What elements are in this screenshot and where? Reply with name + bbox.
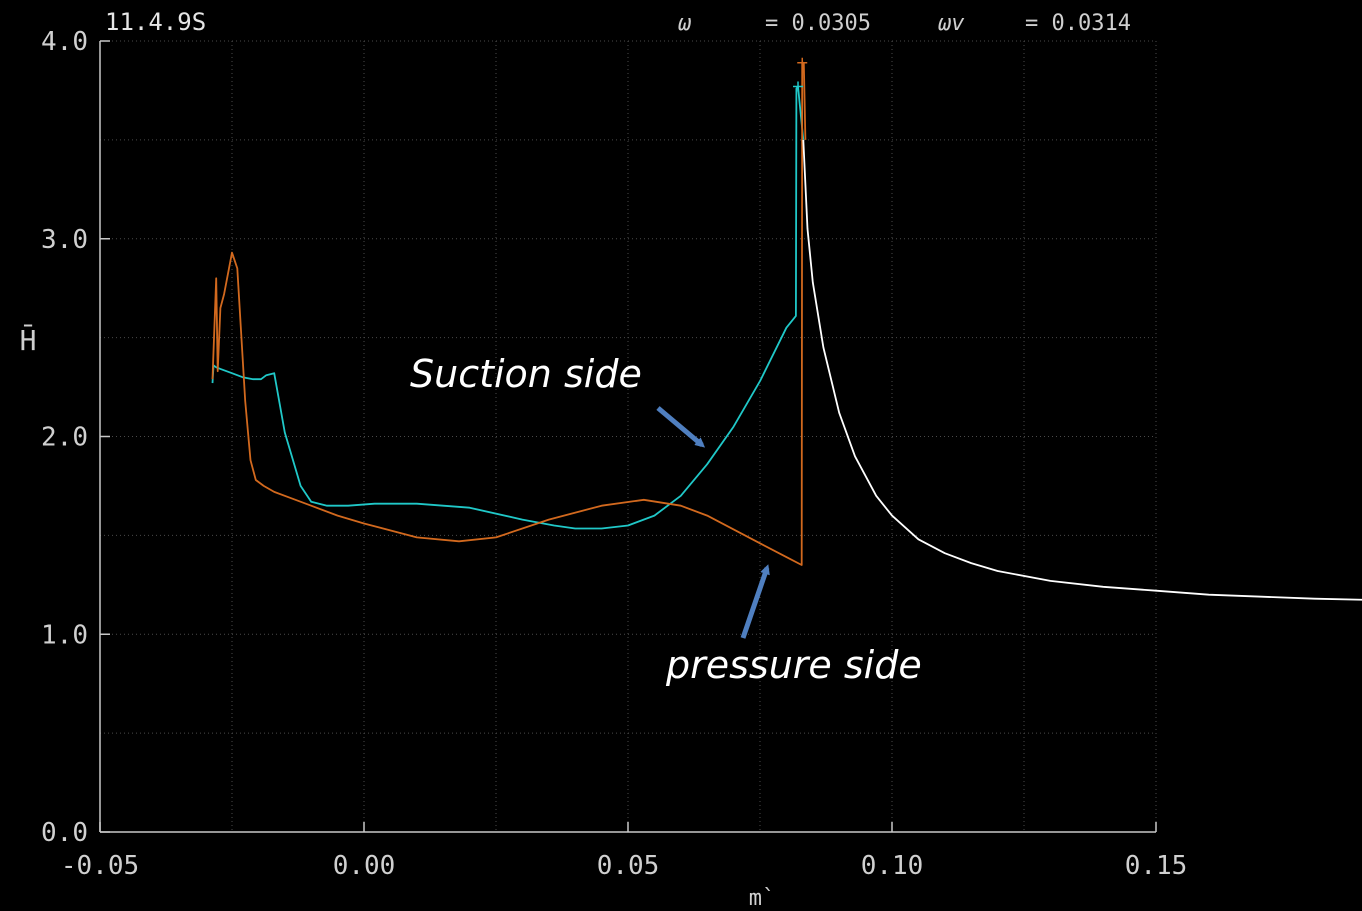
- x-tick-label: -0.05: [61, 851, 139, 881]
- series-suction-side-line: [211, 85, 805, 530]
- header-readouts: ω = 0.0305 ωv = 0.0314: [678, 11, 1131, 36]
- y-tick-label: 1.0: [41, 620, 88, 650]
- header-omega-v-value: = 0.0314: [1025, 11, 1131, 36]
- y-tick-label: 4.0: [41, 27, 88, 57]
- data-series: [211, 57, 1362, 601]
- header-omega-v-label: ωv: [938, 11, 965, 36]
- y-tick-label: 0.0: [41, 818, 88, 848]
- suction-side-annotation: Suction side: [410, 352, 642, 396]
- series-wake-line: [802, 139, 1362, 601]
- y-tick-label: 3.0: [41, 225, 88, 255]
- series-pressure-side-line: [211, 61, 807, 566]
- tick-marks: -0.05 0.00 0.05 0.10 0.15 0.0 1.0 2.0 3.0 4.0: [41, 27, 1187, 881]
- run-label: 11.4.9S: [105, 8, 206, 36]
- pressure-side-arrow: [740, 564, 770, 639]
- x-tick-label: 0.10: [861, 851, 924, 881]
- header-omega-label: ω: [678, 11, 692, 36]
- x-axis-label: m`: [749, 886, 776, 911]
- x-tick-label: 0.00: [333, 851, 396, 881]
- suction-side-arrow: [656, 406, 706, 448]
- y-tick-label: 2.0: [41, 423, 88, 453]
- grid: [100, 40, 1157, 832]
- x-tick-label: 0.05: [597, 851, 660, 881]
- y-axis-label: H̄: [20, 323, 37, 357]
- pressure-side-annotation: pressure side: [665, 643, 922, 687]
- x-tick-label: 0.15: [1125, 851, 1188, 881]
- header-omega-value: = 0.0305: [765, 11, 871, 36]
